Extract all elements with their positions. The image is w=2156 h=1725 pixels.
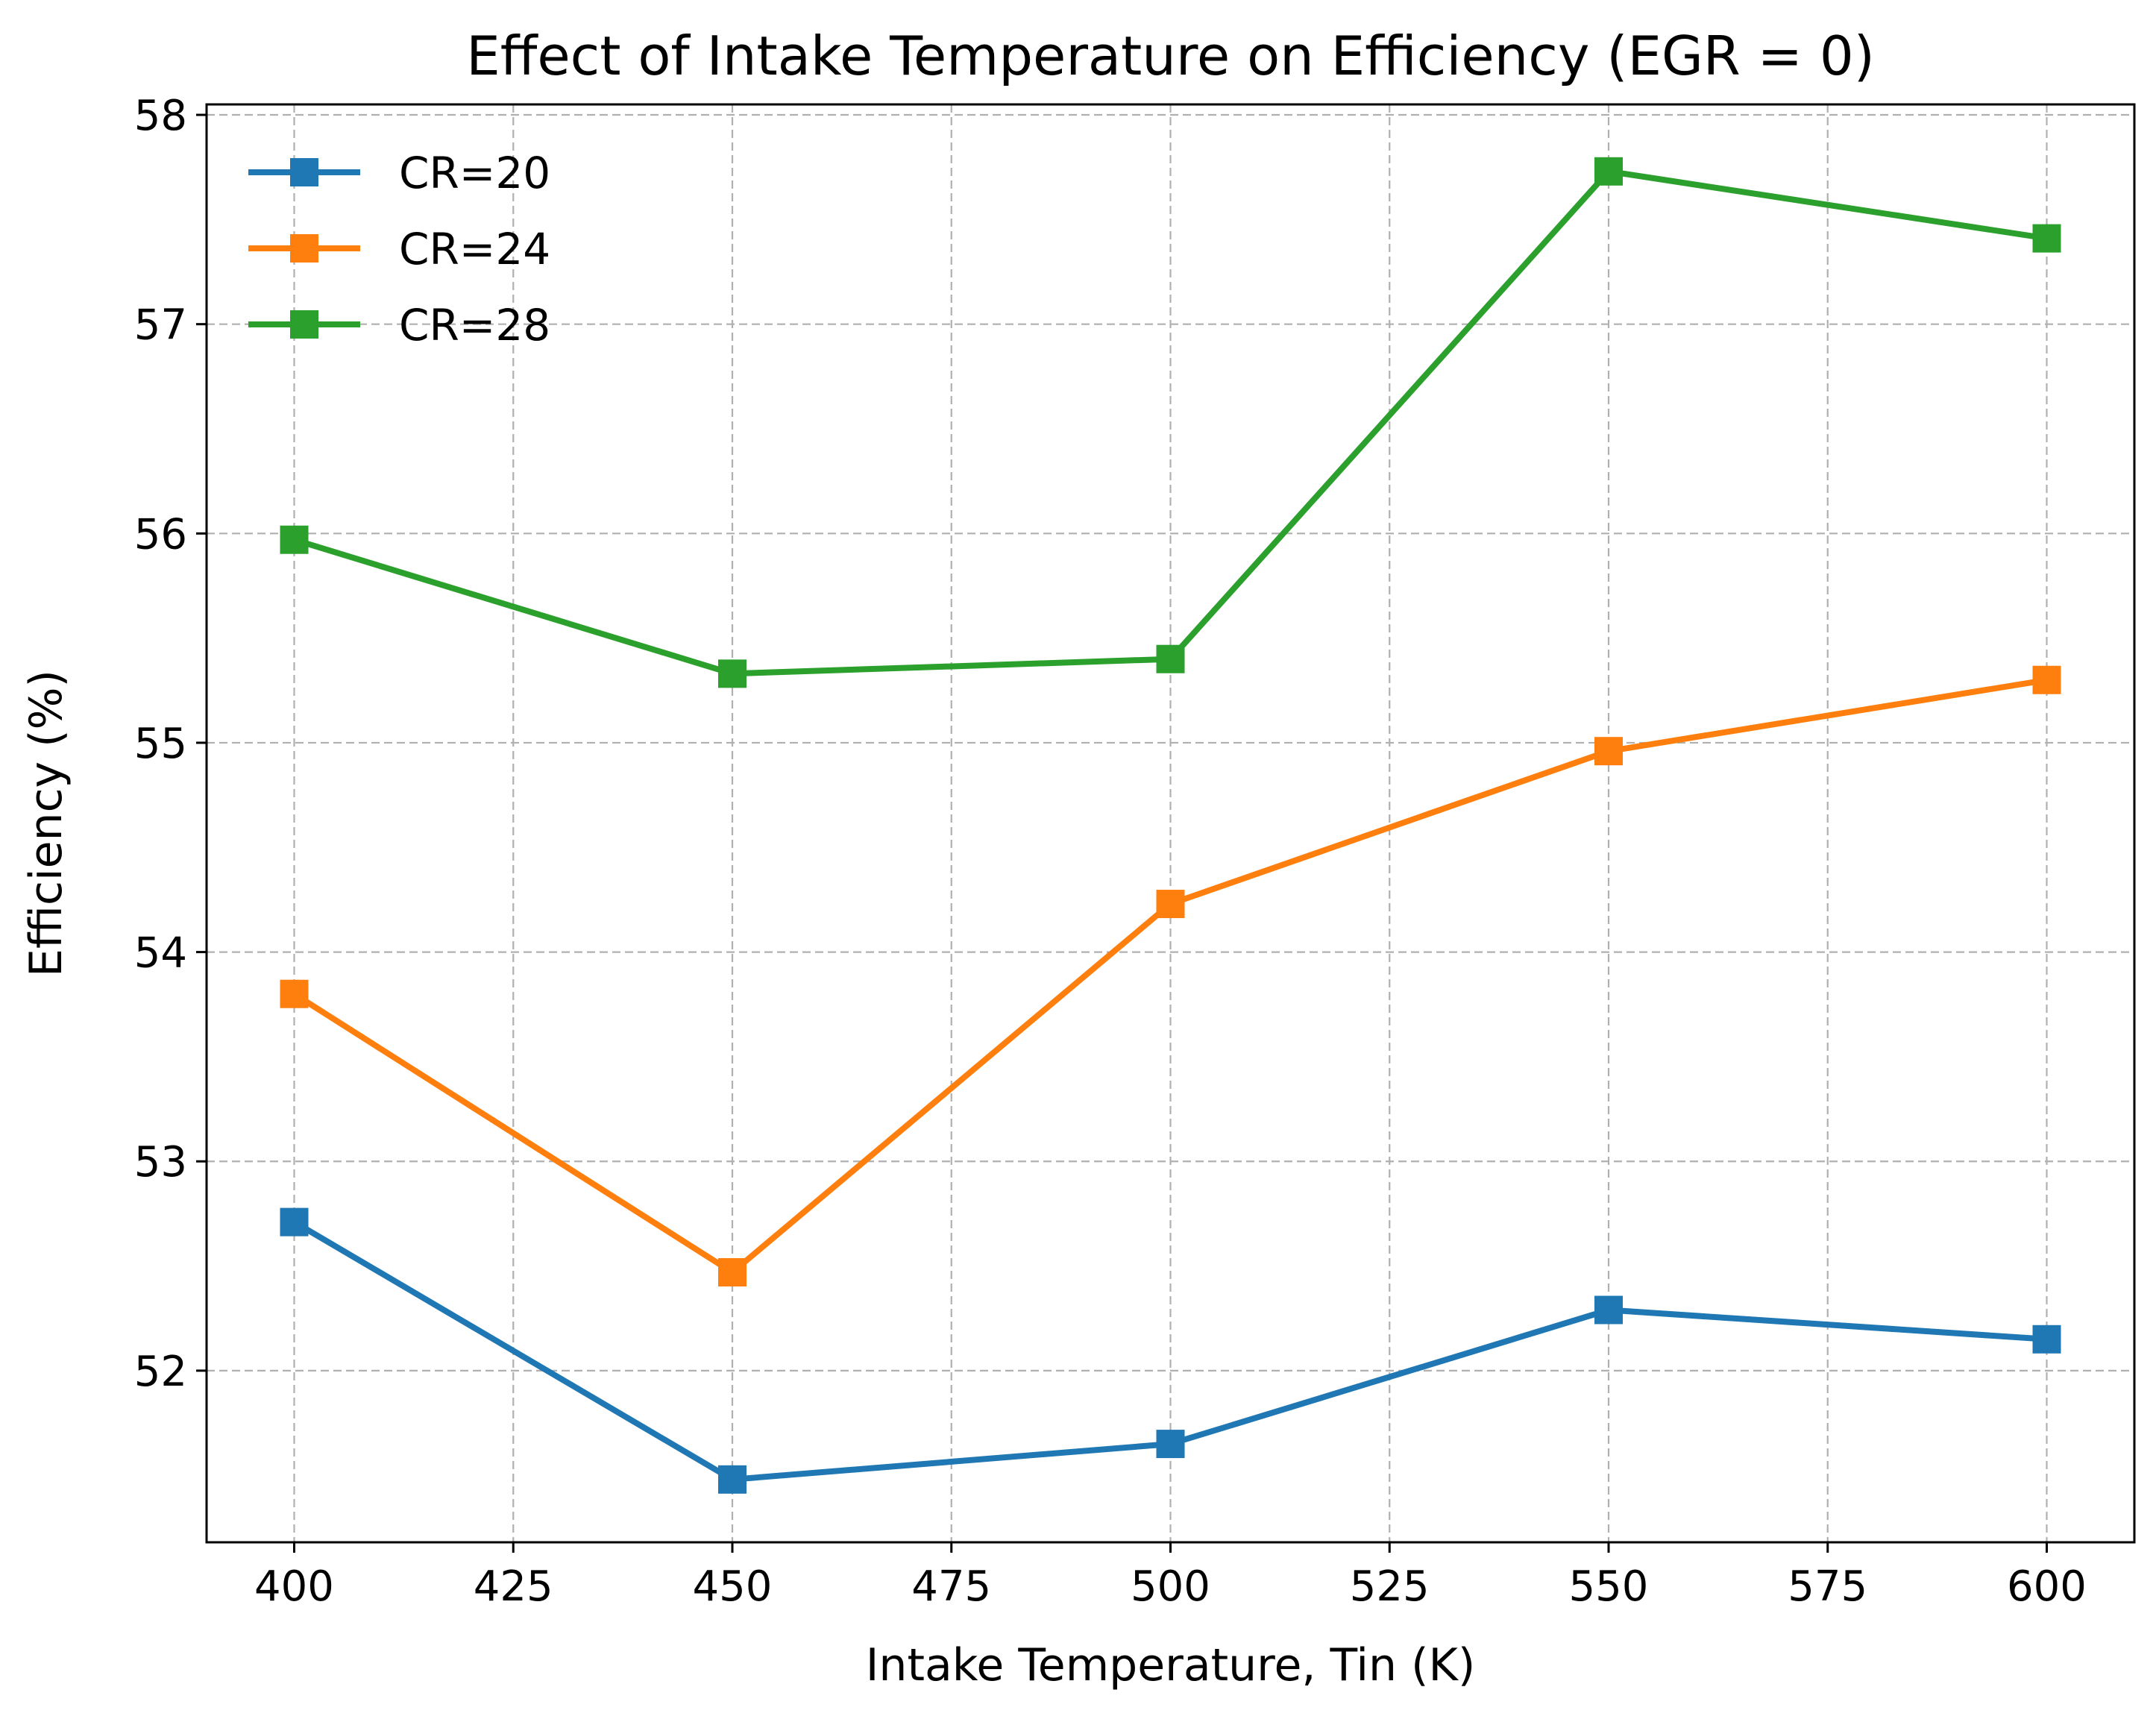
legend-label: CR=24 bbox=[399, 224, 550, 274]
data-point bbox=[1594, 157, 1623, 186]
data-point bbox=[718, 1465, 747, 1494]
data-point bbox=[2032, 1325, 2061, 1354]
data-point bbox=[1156, 890, 1185, 919]
x-tick-label: 600 bbox=[2007, 1562, 2087, 1611]
legend-label: CR=28 bbox=[399, 300, 550, 351]
x-tick-label: 450 bbox=[693, 1562, 773, 1611]
ticks: 400 425 450 475 500 525 550 575 600 52 53 54 55 56 57 5… bbox=[134, 92, 2087, 1611]
legend-marker bbox=[290, 234, 318, 263]
data-point bbox=[718, 1257, 747, 1286]
series-cr-28 bbox=[280, 157, 2061, 688]
data-point bbox=[280, 979, 309, 1008]
data-point bbox=[718, 659, 747, 688]
data-point bbox=[1156, 644, 1185, 673]
x-tick-label: 475 bbox=[911, 1562, 991, 1611]
y-axis-title: Efficiency (%) bbox=[20, 670, 72, 977]
legend-item: CR=20 bbox=[248, 148, 550, 198]
legend-item: CR=24 bbox=[248, 224, 550, 274]
x-axis-title: Intake Temperature, Tin (K) bbox=[866, 1639, 1476, 1691]
legend: CR=20 CR=24 CR=28 bbox=[248, 148, 550, 351]
legend-item: CR=28 bbox=[248, 300, 550, 351]
y-tick-label: 52 bbox=[134, 1348, 187, 1396]
y-tick-label: 55 bbox=[134, 720, 187, 768]
x-tick-label: 400 bbox=[254, 1562, 334, 1611]
x-tick-label: 550 bbox=[1569, 1562, 1649, 1611]
x-tick-label: 500 bbox=[1131, 1562, 1210, 1611]
x-tick-label: 575 bbox=[1788, 1562, 1867, 1611]
data-point bbox=[1594, 737, 1623, 766]
y-tick-label: 53 bbox=[134, 1138, 187, 1187]
chart-title: Effect of Intake Temperature on Efficien… bbox=[466, 25, 1875, 87]
series-cr-24 bbox=[280, 665, 2061, 1286]
y-tick-label: 54 bbox=[134, 929, 187, 978]
x-tick-label: 425 bbox=[474, 1562, 553, 1611]
y-tick-label: 57 bbox=[134, 301, 187, 350]
y-tick-label: 58 bbox=[134, 92, 187, 140]
data-point bbox=[280, 525, 309, 554]
y-tick-label: 56 bbox=[134, 510, 187, 559]
data-point bbox=[2032, 224, 2061, 253]
series-layer bbox=[280, 157, 2061, 1494]
data-point bbox=[1594, 1295, 1623, 1325]
legend-label: CR=20 bbox=[399, 148, 550, 198]
x-tick-label: 525 bbox=[1350, 1562, 1430, 1611]
legend-marker bbox=[290, 310, 318, 339]
data-point bbox=[2032, 665, 2061, 694]
series-cr-20 bbox=[280, 1207, 2061, 1494]
data-point bbox=[280, 1207, 309, 1237]
legend-marker bbox=[290, 158, 318, 186]
data-point bbox=[1156, 1430, 1185, 1459]
